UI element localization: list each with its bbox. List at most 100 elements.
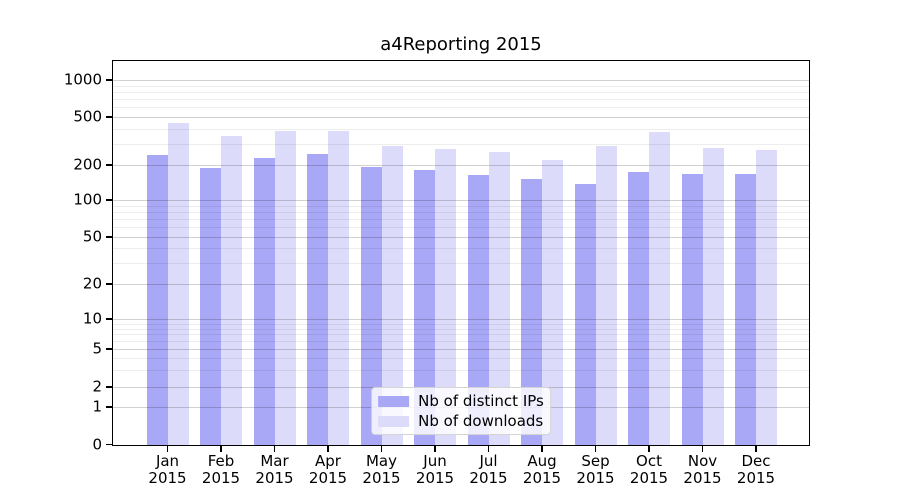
x-tick-label-dec-2015: Dec 2015 xyxy=(736,452,776,487)
bar-nb-of-distinct-ips-may-2015 xyxy=(360,167,382,446)
bar-nb-of-distinct-ips-dec-2015 xyxy=(735,173,756,446)
bar-nb-of-downloads-aug-2015 xyxy=(542,160,563,446)
gridline-major-1000 xyxy=(112,80,810,81)
bar-nb-of-downloads-jan-2015 xyxy=(167,122,189,446)
bar-nb-of-distinct-ips-mar-2015 xyxy=(253,157,275,446)
x-tick-aug-2015 xyxy=(541,446,543,452)
bar-nb-of-downloads-jun-2015 xyxy=(435,149,456,446)
y-tick-10 xyxy=(106,318,112,320)
gridline-minor-900 xyxy=(112,85,810,87)
y-tick-1 xyxy=(106,406,112,408)
gridline-major-20 xyxy=(112,284,810,285)
bar-nb-of-downloads-may-2015 xyxy=(381,145,403,446)
legend-item-nb-of-downloads: Nb of downloads xyxy=(378,413,544,429)
gridline-minor-9 xyxy=(112,323,810,325)
x-tick-nov-2015 xyxy=(701,446,704,452)
bar-nb-of-distinct-ips-sep-2015 xyxy=(574,183,596,446)
x-tick-label-oct-2015: Oct 2015 xyxy=(629,452,669,487)
gridline-minor-600 xyxy=(112,107,810,109)
y-tick-label-2: 2 xyxy=(92,377,102,396)
bar-nb-of-downloads-nov-2015 xyxy=(702,148,724,446)
gridline-minor-800 xyxy=(112,91,810,93)
bar-nb-of-downloads-jul-2015 xyxy=(488,152,510,446)
gridline-major-5 xyxy=(112,349,810,350)
y-tick-100 xyxy=(106,199,112,201)
y-tick-5 xyxy=(106,348,112,350)
x-tick-label-sep-2015: Sep 2015 xyxy=(576,452,615,487)
gridline-major-10 xyxy=(112,319,810,320)
legend-label-nb-of-downloads: Nb of downloads xyxy=(418,412,544,430)
x-tick-label-jul-2015: Jul 2015 xyxy=(469,452,508,487)
x-tick-feb-2015 xyxy=(220,446,222,452)
bar-nb-of-downloads-mar-2015 xyxy=(274,131,296,446)
y-tick-20 xyxy=(106,283,112,285)
legend-swatch-nb-of-downloads xyxy=(378,415,410,427)
y-tick-200 xyxy=(106,164,112,166)
x-tick-jun-2015 xyxy=(434,446,436,452)
chart-title: a4Reporting 2015 xyxy=(380,34,542,55)
gridline-major-200 xyxy=(112,165,810,166)
legend-item-nb-of-distinct-ips: Nb of distinct IPs xyxy=(378,393,544,409)
gridline-minor-8 xyxy=(112,328,810,330)
gridline-minor-70 xyxy=(112,219,810,221)
bar-nb-of-distinct-ips-apr-2015 xyxy=(307,154,328,446)
y-tick-50 xyxy=(106,236,112,238)
x-tick-apr-2015 xyxy=(327,446,329,452)
y-tick-label-100: 100 xyxy=(73,190,102,209)
gridline-minor-6 xyxy=(112,341,810,343)
gridline-minor-300 xyxy=(112,143,810,145)
x-tick-mar-2015 xyxy=(273,446,276,452)
bar-nb-of-distinct-ips-oct-2015 xyxy=(628,171,649,446)
legend: Nb of distinct IPs Nb of downloads xyxy=(371,387,551,435)
y-tick-label-1: 1 xyxy=(92,397,102,416)
gridline-minor-90 xyxy=(112,205,810,207)
x-tick-dec-2015 xyxy=(755,446,757,452)
gridline-major-500 xyxy=(112,117,810,118)
x-tick-may-2015 xyxy=(380,446,383,452)
gridline-minor-80 xyxy=(112,211,810,213)
plot-area: Nb of distinct IPs Nb of downloads xyxy=(112,60,810,446)
gridline-minor-7 xyxy=(112,334,810,336)
bar-nb-of-distinct-ips-jun-2015 xyxy=(414,170,435,446)
y-tick-label-200: 200 xyxy=(73,155,102,174)
y-tick-500 xyxy=(106,116,112,118)
y-tick-2 xyxy=(106,386,112,388)
gridline-minor-30 xyxy=(112,263,810,265)
bar-nb-of-distinct-ips-feb-2015 xyxy=(200,168,221,446)
gridline-major-100 xyxy=(112,200,810,201)
bar-nb-of-downloads-oct-2015 xyxy=(649,132,670,446)
x-tick-label-may-2015: May 2015 xyxy=(362,452,401,487)
y-tick-0 xyxy=(106,443,112,446)
gridline-minor-4 xyxy=(112,358,810,360)
y-tick-label-50: 50 xyxy=(82,227,102,246)
x-tick-label-aug-2015: Aug 2015 xyxy=(522,452,562,487)
bar-nb-of-downloads-sep-2015 xyxy=(595,145,617,446)
gridline-minor-700 xyxy=(112,99,810,101)
bar-nb-of-distinct-ips-jan-2015 xyxy=(146,155,168,446)
gridline-minor-40 xyxy=(112,248,810,250)
x-tick-label-feb-2015: Feb 2015 xyxy=(201,452,241,487)
y-tick-label-5: 5 xyxy=(92,339,102,358)
bar-nb-of-downloads-dec-2015 xyxy=(756,149,777,446)
x-tick-label-mar-2015: Mar 2015 xyxy=(255,452,294,487)
y-tick-label-20: 20 xyxy=(82,274,102,293)
legend-label-nb-of-distinct-ips: Nb of distinct IPs xyxy=(418,392,544,410)
gridline-major-50 xyxy=(112,237,810,238)
y-tick-label-500: 500 xyxy=(73,107,102,126)
y-tick-label-10: 10 xyxy=(82,309,102,328)
bar-nb-of-distinct-ips-aug-2015 xyxy=(521,178,542,446)
x-tick-label-jan-2015: Jan 2015 xyxy=(148,452,187,487)
gridline-minor-400 xyxy=(112,128,810,130)
bar-nb-of-distinct-ips-jul-2015 xyxy=(467,174,489,446)
x-tick-jan-2015 xyxy=(166,446,169,452)
gridline-major-0 xyxy=(112,444,810,446)
x-tick-sep-2015 xyxy=(594,446,597,452)
x-tick-label-nov-2015: Nov 2015 xyxy=(683,452,722,487)
y-tick-1000 xyxy=(106,79,112,81)
legend-swatch-nb-of-distinct-ips xyxy=(378,395,410,407)
bar-nb-of-downloads-feb-2015 xyxy=(221,135,242,446)
x-tick-label-jun-2015: Jun 2015 xyxy=(415,452,455,487)
bar-nb-of-distinct-ips-nov-2015 xyxy=(681,173,703,446)
y-tick-label-0: 0 xyxy=(92,435,102,453)
